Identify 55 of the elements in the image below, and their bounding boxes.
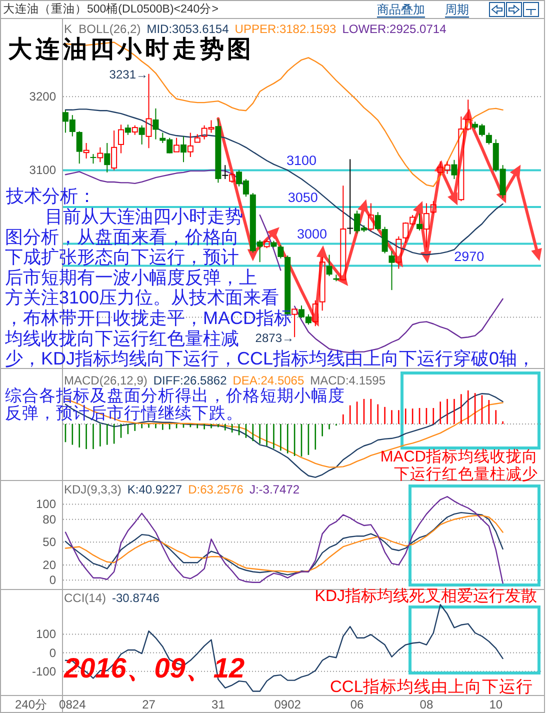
- ytick: 0: [49, 646, 56, 660]
- xtick: 06: [350, 698, 364, 712]
- annotation: 均线收拢向下运行红色量柱减: [5, 328, 239, 348]
- legend-item: K:40.9227: [127, 482, 182, 496]
- xtick: 08: [420, 698, 434, 712]
- legend-item: MACD:4.1595: [310, 374, 386, 388]
- legend-item: -30.8746: [112, 591, 160, 605]
- legend-item: LOWER:2925.0714: [342, 22, 446, 36]
- annotation: 2873→: [255, 331, 294, 345]
- legend-item: DIFF:26.5862: [153, 374, 227, 388]
- annotation: 综合各指标及盘面分析得出，价格短期小幅度: [5, 387, 345, 405]
- xtick: 31: [212, 698, 225, 712]
- annotation: 图分析，从盘面来看，价格向: [5, 226, 239, 247]
- ref-label: 3050: [288, 190, 318, 205]
- legend-title: KDJ(9,3,3): [64, 482, 122, 496]
- annotation: CCL指标均线由上向下运行: [330, 678, 533, 696]
- annotation: KDJ指标均线死叉相爱运行发散: [314, 588, 537, 605]
- ytick: 100: [36, 627, 56, 642]
- annotation: 下运行红色量柱减少: [394, 466, 538, 483]
- ref-label: 3000: [297, 226, 328, 242]
- ytick: 20: [42, 558, 56, 572]
- legend-title: MACD(26,12,9): [64, 374, 148, 388]
- annotation: 周期: [445, 2, 469, 16]
- annotation: 少，KDJ指标均线向下运行，CCL指标均线由上向下运行穿破0轴，: [5, 348, 536, 369]
- annotation: 目前从大连油四小时走势: [45, 206, 243, 226]
- ytick: 100: [36, 497, 56, 512]
- legend-title: K BOLL(26,2): [64, 22, 141, 36]
- annotation: ，布林带开口收拢走平，MACD指标: [5, 308, 292, 328]
- xtick: 10: [489, 698, 503, 712]
- ytick: 3100: [29, 163, 56, 178]
- legend-item: MID:3053.6154: [146, 22, 229, 36]
- ytick: -100: [32, 664, 56, 678]
- annotation: 下成扩张形态向下运行，预计: [5, 247, 239, 268]
- ref-label: 2970: [454, 248, 484, 264]
- annotation: 3231→: [109, 68, 148, 82]
- xtick: 0824: [59, 698, 86, 712]
- legend-item: UPPER:3182.1593: [234, 22, 336, 36]
- legend-title: CCI(14): [64, 591, 106, 605]
- annotation: 方关注3100压力位。从技术面来看: [5, 288, 280, 308]
- ytick: 80: [42, 512, 56, 526]
- annotation: MACD指标均线收拢向: [380, 448, 538, 466]
- ytick: 0: [49, 573, 56, 588]
- legend-item: DEA:24.5065: [232, 374, 304, 388]
- legend-item: D:63.2576: [188, 482, 244, 496]
- ref-label: 3100: [286, 153, 317, 168]
- xtick: 27: [142, 698, 156, 712]
- annotation: 技术分析：: [6, 186, 96, 206]
- legend-item: J:-3.7472: [249, 482, 300, 496]
- xlabel: 240分: [14, 698, 48, 712]
- ytick: 50: [42, 535, 56, 550]
- annotation: 后市短期有一波小幅度反弹，上: [5, 267, 257, 288]
- ytick: 3200: [29, 90, 56, 104]
- title: 大连油（重油）500桶(DL0500B)<240分>: [3, 4, 218, 16]
- xtick: 0902: [274, 698, 301, 712]
- annotation: 商品叠加: [377, 2, 425, 16]
